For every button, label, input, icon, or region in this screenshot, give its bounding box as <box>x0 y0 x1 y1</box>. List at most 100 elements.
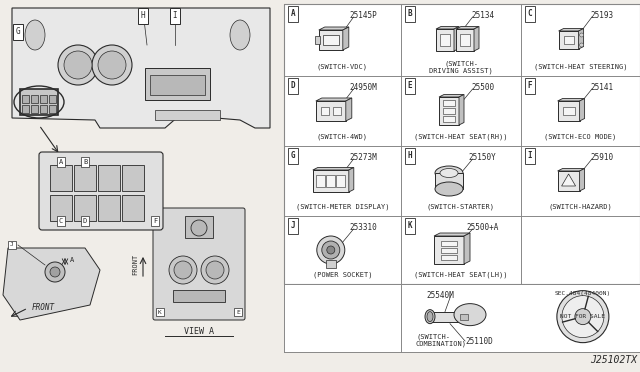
Bar <box>460 314 468 320</box>
Polygon shape <box>559 29 584 31</box>
FancyBboxPatch shape <box>153 208 245 320</box>
Ellipse shape <box>454 304 486 326</box>
Bar <box>564 36 573 44</box>
Bar <box>20 89 58 115</box>
Bar <box>98 195 120 221</box>
Circle shape <box>322 241 340 259</box>
Bar <box>559 31 579 49</box>
Bar <box>443 100 455 106</box>
Circle shape <box>98 51 126 79</box>
Circle shape <box>45 262 65 282</box>
Text: G: G <box>16 28 20 36</box>
Bar <box>145 68 210 100</box>
Text: J: J <box>10 243 14 247</box>
Text: J: J <box>291 221 295 231</box>
Polygon shape <box>3 248 100 320</box>
Text: C: C <box>59 218 63 224</box>
Ellipse shape <box>440 169 458 177</box>
Bar <box>22 95 29 103</box>
Text: D: D <box>291 81 295 90</box>
Bar <box>313 170 349 192</box>
Bar <box>315 36 320 44</box>
Text: (SWITCH-VDC): (SWITCH-VDC) <box>317 64 368 70</box>
Circle shape <box>575 309 591 325</box>
Polygon shape <box>343 27 349 50</box>
Polygon shape <box>580 169 584 191</box>
Text: (SWITCH-HEAT SEAT(RH)): (SWITCH-HEAT SEAT(RH)) <box>414 134 508 140</box>
Text: I: I <box>173 12 177 20</box>
Text: B: B <box>408 10 412 19</box>
Bar <box>441 241 457 246</box>
Text: F: F <box>528 81 532 90</box>
Bar <box>430 312 470 322</box>
Circle shape <box>317 236 345 264</box>
Polygon shape <box>313 167 354 170</box>
Text: 25500: 25500 <box>471 83 494 93</box>
Polygon shape <box>557 169 584 171</box>
Text: (SWITCH-
DRIVING ASSIST): (SWITCH- DRIVING ASSIST) <box>429 60 493 74</box>
Text: 25145P: 25145P <box>349 12 378 20</box>
Bar <box>336 175 345 187</box>
Polygon shape <box>562 174 575 186</box>
Text: (SWITCH-METER DISPLAY): (SWITCH-METER DISPLAY) <box>296 204 389 210</box>
Bar <box>557 101 580 121</box>
Text: SEC.484(48400N): SEC.484(48400N) <box>555 292 611 296</box>
Circle shape <box>58 45 98 85</box>
Bar <box>74 195 96 221</box>
Text: (SWITCH-ECO MODE): (SWITCH-ECO MODE) <box>545 134 616 140</box>
Text: G: G <box>291 151 295 160</box>
Circle shape <box>557 291 609 343</box>
Text: J25102TX: J25102TX <box>590 355 637 365</box>
Ellipse shape <box>435 182 463 196</box>
Text: H: H <box>408 151 412 160</box>
Bar <box>155 110 220 120</box>
Bar <box>316 101 346 121</box>
Text: A: A <box>70 257 74 263</box>
Text: I: I <box>528 151 532 160</box>
Ellipse shape <box>25 20 45 50</box>
Text: VIEW A: VIEW A <box>184 327 214 337</box>
Polygon shape <box>474 26 479 51</box>
Circle shape <box>191 220 207 236</box>
Circle shape <box>64 51 92 79</box>
Bar <box>22 105 29 113</box>
Polygon shape <box>459 94 464 125</box>
Bar <box>31 105 38 113</box>
Circle shape <box>92 45 132 85</box>
Bar <box>441 255 457 260</box>
Bar <box>50 195 72 221</box>
Circle shape <box>169 256 197 284</box>
Bar <box>40 95 47 103</box>
Polygon shape <box>434 233 470 236</box>
Bar <box>122 165 144 191</box>
Bar <box>436 29 454 51</box>
Ellipse shape <box>425 310 435 324</box>
Bar <box>284 4 640 284</box>
Text: 25540M: 25540M <box>426 291 454 299</box>
Circle shape <box>201 256 229 284</box>
Text: 25500+A: 25500+A <box>467 224 499 232</box>
Circle shape <box>580 43 584 47</box>
Bar <box>333 107 341 115</box>
Text: K: K <box>158 310 162 314</box>
Polygon shape <box>456 26 479 29</box>
Bar <box>443 108 455 114</box>
Polygon shape <box>579 29 584 49</box>
Text: D: D <box>83 218 87 224</box>
Text: FRONT: FRONT <box>132 253 138 275</box>
Polygon shape <box>454 26 459 51</box>
Text: (SWITCH-HAZARD): (SWITCH-HAZARD) <box>548 204 612 210</box>
Text: (SWITCH-STARTER): (SWITCH-STARTER) <box>427 204 495 210</box>
Text: 25193: 25193 <box>590 12 614 20</box>
Bar <box>456 29 474 51</box>
Ellipse shape <box>435 166 463 180</box>
Bar <box>460 34 470 46</box>
FancyBboxPatch shape <box>39 152 163 230</box>
Polygon shape <box>439 94 464 97</box>
Polygon shape <box>319 27 349 30</box>
Text: 24950M: 24950M <box>349 83 378 93</box>
Bar <box>439 97 459 125</box>
Bar <box>443 116 455 122</box>
Bar <box>173 290 225 302</box>
Text: 25910: 25910 <box>590 154 614 163</box>
